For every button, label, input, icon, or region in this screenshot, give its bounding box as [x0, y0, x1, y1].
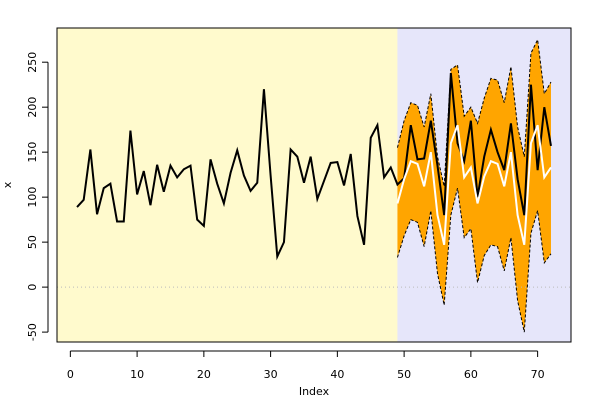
x-tick-label: 10 — [130, 368, 144, 381]
y-tick-label: -50 — [26, 323, 39, 341]
series-line — [396, 124, 552, 246]
x-axis-label: Index — [299, 385, 330, 398]
y-tick-label: 150 — [26, 142, 39, 163]
x-tick-label: 70 — [531, 368, 545, 381]
x-tick-label: 50 — [397, 368, 411, 381]
y-axis-label: x — [1, 181, 14, 188]
series-line — [76, 72, 552, 261]
x-tick-label: 40 — [330, 368, 344, 381]
y-tick-label: 100 — [26, 187, 39, 208]
x-tick-label: 20 — [197, 368, 211, 381]
x-tick-label: 30 — [264, 368, 278, 381]
y-tick-label: 200 — [26, 97, 39, 118]
y-tick-label: 0 — [26, 284, 39, 291]
upper-bound — [396, 37, 552, 187]
x-tick-label: 0 — [67, 368, 74, 381]
plot-frame — [56, 27, 572, 343]
lower-bound — [396, 188, 552, 333]
y-tick-label: 250 — [26, 52, 39, 73]
y-tick-label: 50 — [26, 235, 39, 249]
x-tick-label: 60 — [464, 368, 478, 381]
